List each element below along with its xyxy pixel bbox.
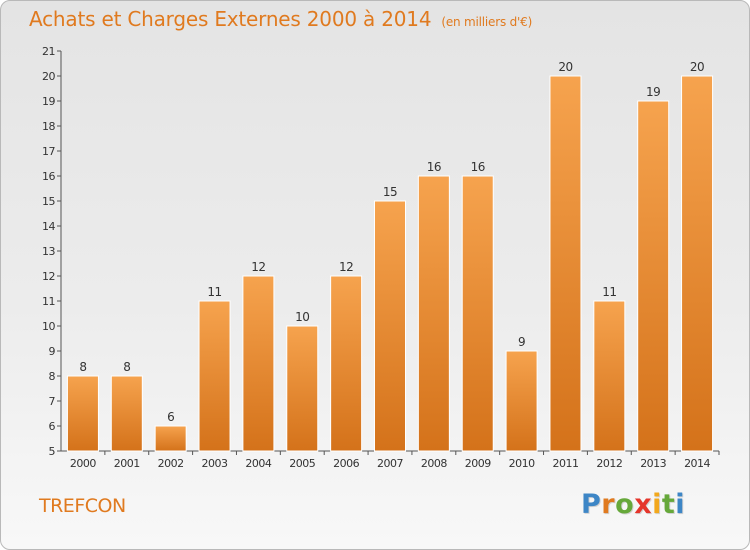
bar-2005	[286, 325, 319, 452]
data-label-2013: 19	[646, 85, 660, 99]
commune-name: TREFCON	[39, 495, 126, 517]
data-label-2014: 20	[690, 60, 704, 74]
bar-2014	[681, 75, 714, 452]
data-label-2002: 6	[167, 410, 174, 424]
data-label-2005: 10	[295, 310, 309, 324]
chart-title-text: Achats et Charges Externes 2000 à 2014	[29, 7, 432, 31]
bar-2003	[198, 300, 231, 452]
x-tick-label: 2009	[465, 457, 491, 470]
data-label-2004: 12	[251, 260, 265, 274]
bar-2012	[593, 300, 626, 452]
x-tick-label: 2012	[596, 457, 622, 470]
bar-2009	[461, 175, 494, 452]
x-tick-label: 2003	[202, 457, 228, 470]
chart-title: Achats et Charges Externes 2000 à 2014 (e…	[29, 7, 532, 31]
x-tick-label: 2006	[333, 457, 359, 470]
bar-2013	[637, 100, 670, 452]
bar-2004	[242, 275, 275, 452]
y-tick-label: 21	[42, 45, 55, 58]
x-tick-label: 2004	[245, 457, 271, 470]
data-label-2011: 20	[558, 60, 572, 74]
x-tick-label: 2013	[640, 457, 666, 470]
bar-2002	[154, 425, 187, 452]
y-tick-label: 18	[42, 120, 55, 133]
y-tick-label: 8	[49, 370, 56, 383]
x-tick-label: 2014	[684, 457, 710, 470]
x-tick-label: 2005	[289, 457, 315, 470]
bar-2000	[66, 375, 99, 452]
data-label-2007: 15	[383, 185, 397, 199]
x-tick-label: 2001	[114, 457, 140, 470]
bar-2001	[110, 375, 143, 452]
x-tick-label: 2011	[552, 457, 578, 470]
x-tick-label: 2002	[158, 457, 184, 470]
y-tick-label: 15	[42, 195, 55, 208]
y-tick-label: 16	[42, 170, 55, 183]
bar-2006	[330, 275, 363, 452]
chart-axes: 5 6 7 8 9 10 11 12 13 14 15 16 17 18 19 20 21 2000 2001 200…	[42, 45, 720, 470]
data-label-2000: 8	[79, 360, 86, 374]
chart-unit: (en milliers d'€)	[441, 15, 533, 29]
bar-2010	[505, 350, 538, 452]
chart-data-labels: 8 8 6 11 12 10 12 15 16 16 9 20 11 19 20	[79, 60, 704, 424]
chart-bars	[66, 75, 714, 452]
data-label-2009: 16	[471, 160, 485, 174]
bar-2008	[417, 175, 450, 452]
data-label-2006: 12	[339, 260, 353, 274]
data-label-2001: 8	[123, 360, 130, 374]
y-tick-label: 11	[42, 295, 55, 308]
data-label-2008: 16	[427, 160, 441, 174]
x-tick-label: 2007	[377, 457, 403, 470]
data-label-2010: 9	[518, 335, 525, 349]
y-tick-label: 14	[42, 220, 55, 233]
bar-2007	[374, 200, 406, 452]
y-tick-label: 9	[49, 345, 56, 358]
y-tick-label: 5	[49, 445, 56, 458]
proxiti-logo: Proxiti	[581, 489, 686, 520]
y-tick-label: 12	[42, 270, 55, 283]
x-tick-label: 2010	[509, 457, 535, 470]
data-label-2003: 11	[207, 285, 221, 299]
y-tick-label: 19	[42, 95, 55, 108]
y-tick-label: 13	[42, 245, 55, 258]
y-tick-label: 6	[49, 420, 56, 433]
y-tick-label: 17	[42, 145, 55, 158]
data-label-2012: 11	[602, 285, 616, 299]
y-tick-label: 20	[42, 70, 55, 83]
x-tick-label: 2000	[70, 457, 96, 470]
x-tick-label: 2008	[421, 457, 447, 470]
bar-2011	[549, 75, 582, 452]
y-tick-label: 10	[42, 320, 55, 333]
y-tick-label: 7	[49, 395, 56, 408]
